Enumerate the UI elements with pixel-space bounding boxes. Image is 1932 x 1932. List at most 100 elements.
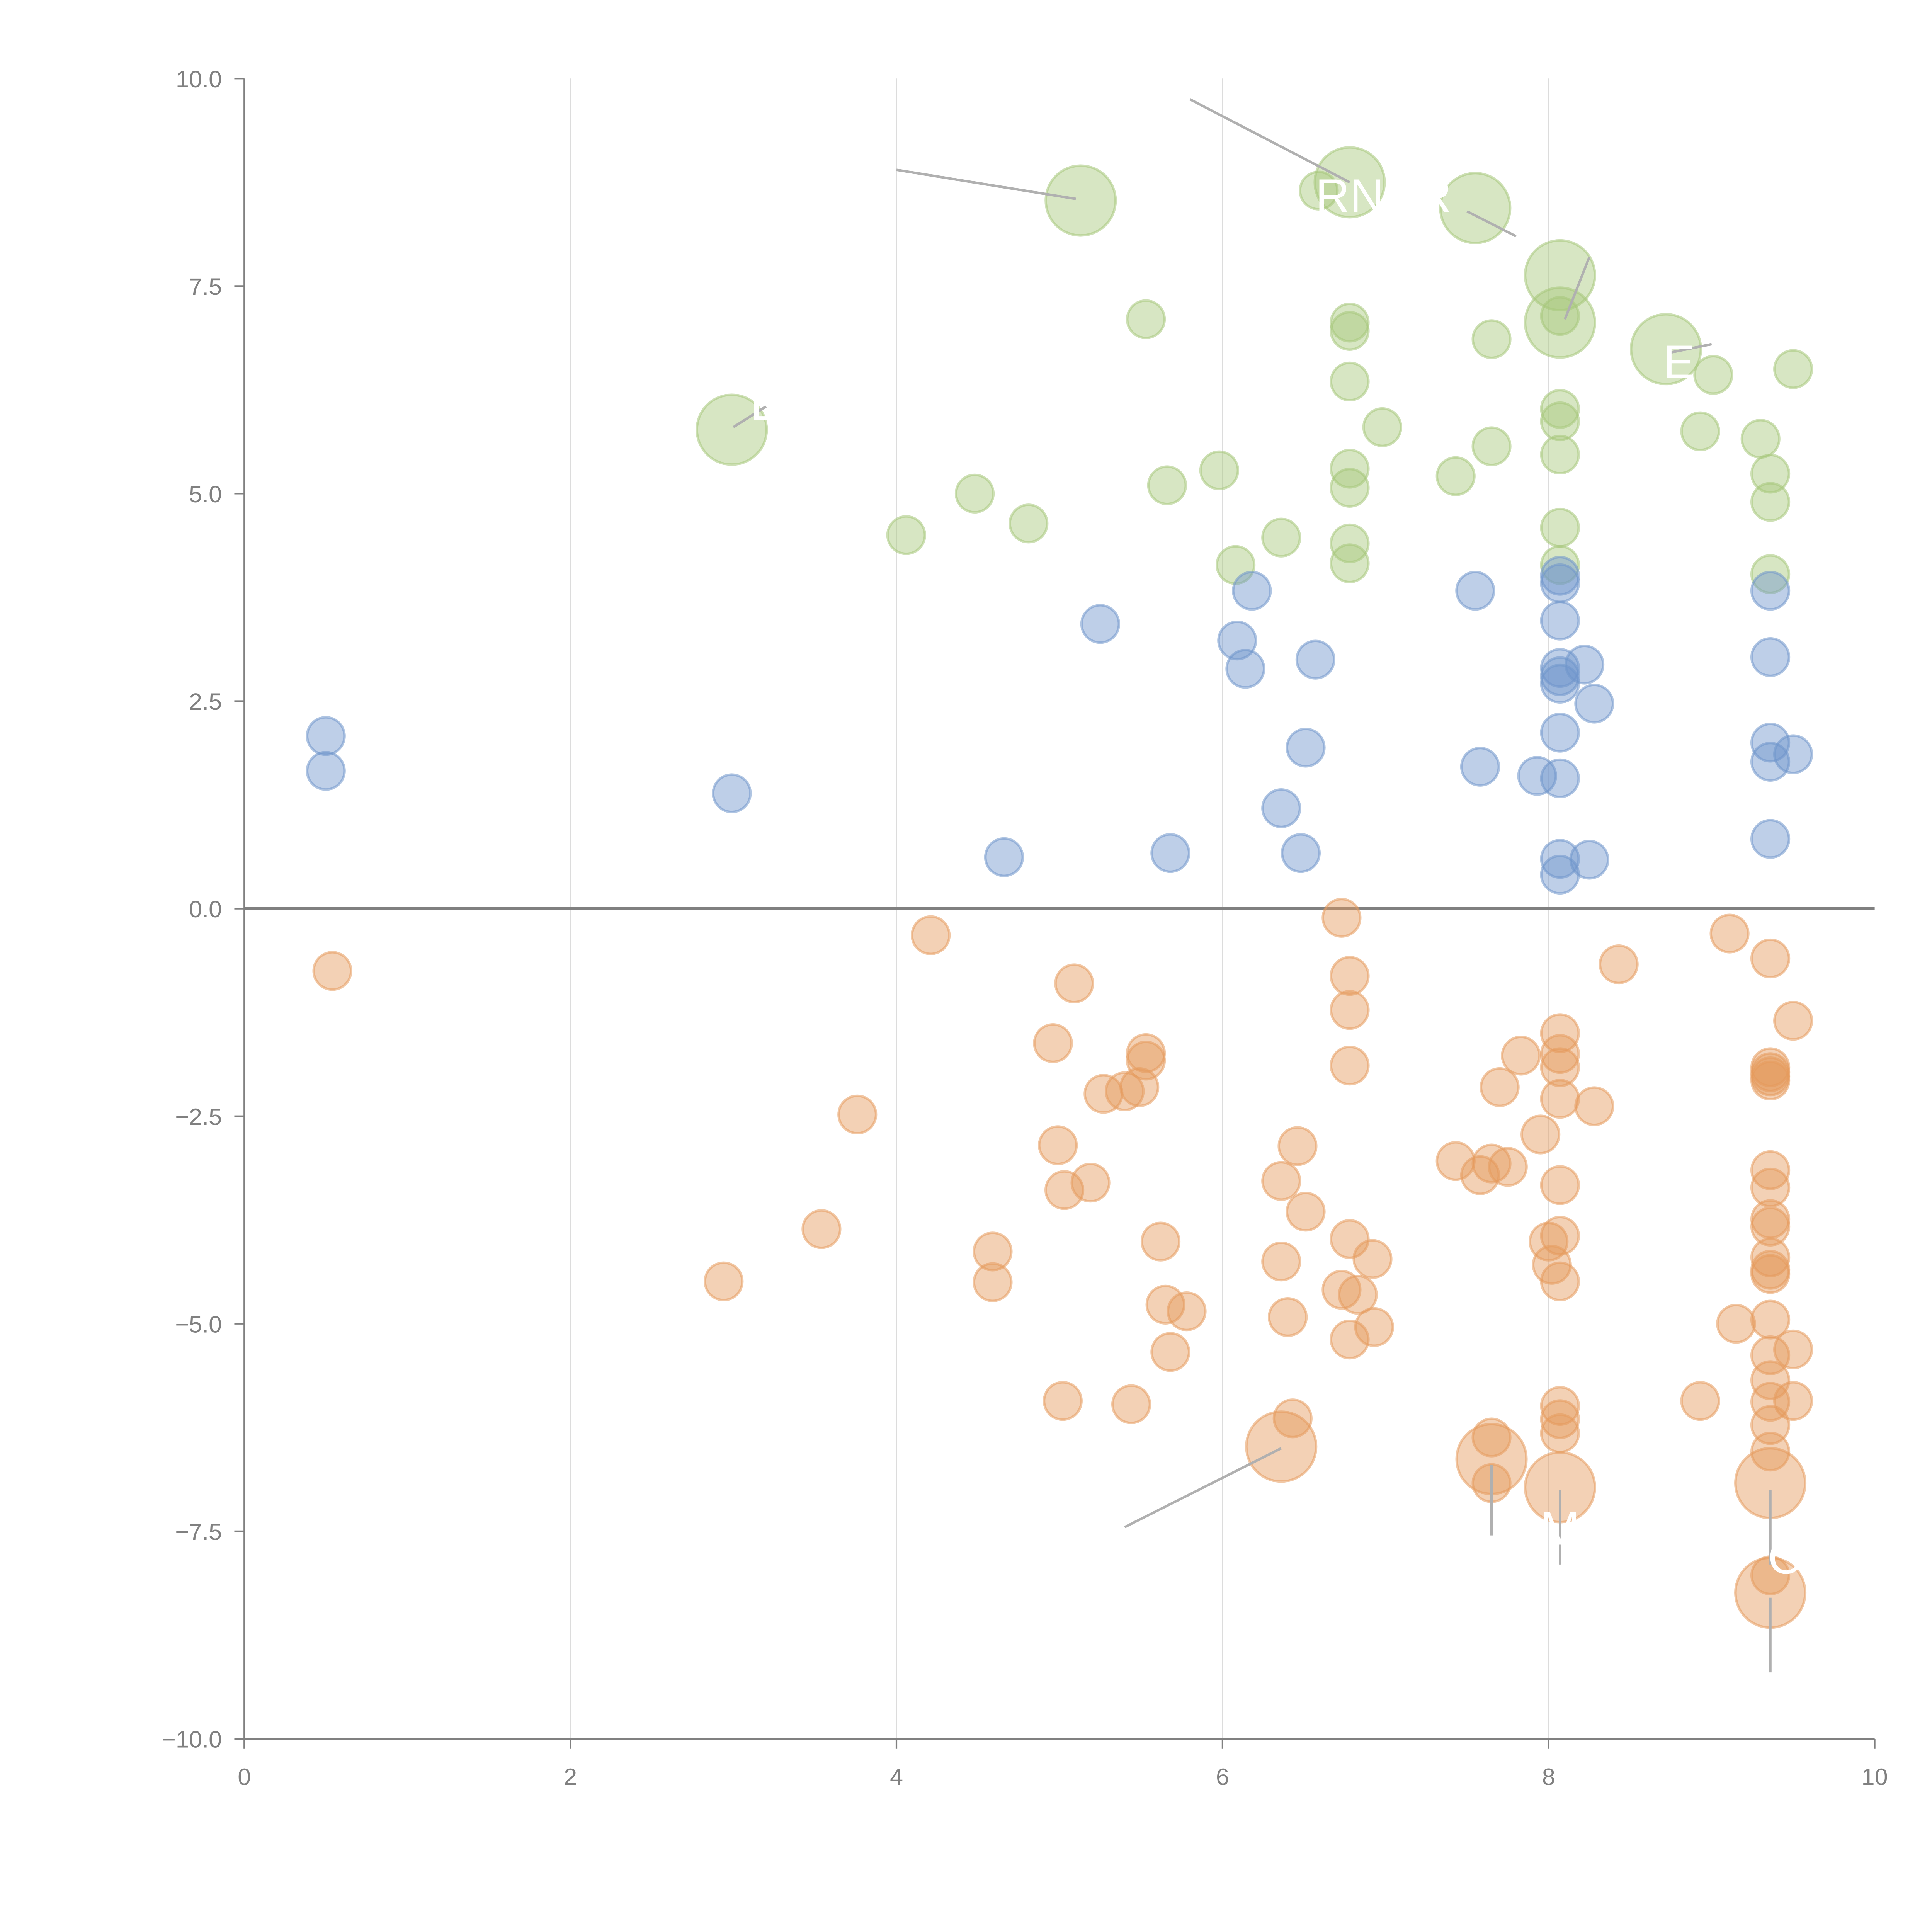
annotation-leader-line [1124, 1447, 1282, 1529]
annotation-leader-line [733, 405, 767, 429]
point-orange [1245, 1410, 1318, 1483]
point-blue [1564, 645, 1605, 685]
point-blue [1569, 840, 1609, 880]
point-blue [1540, 600, 1580, 641]
point-orange [1540, 1261, 1580, 1301]
point-green [1299, 170, 1339, 211]
point-blue [1150, 833, 1190, 873]
point-green [1750, 454, 1791, 494]
point-blue [1750, 742, 1791, 782]
x-tick-label: 10 [1862, 1764, 1888, 1790]
x-tick-label: 0 [238, 1764, 251, 1790]
point-orange [1044, 1170, 1085, 1210]
point-green [1693, 355, 1733, 395]
point-orange [1750, 1254, 1791, 1294]
annotation-leader-line [1189, 98, 1350, 184]
point-blue [1540, 563, 1580, 604]
axes [234, 78, 1876, 1749]
point-green [1330, 468, 1370, 508]
point-green [1740, 419, 1781, 459]
point-orange [1750, 1060, 1791, 1100]
point-blue [306, 751, 346, 791]
point-orange [1330, 1046, 1370, 1086]
point-green [1540, 507, 1580, 548]
point-orange [1435, 1141, 1476, 1181]
point-green [1126, 299, 1166, 339]
point-green [1540, 389, 1580, 429]
point-green [1199, 450, 1240, 490]
point-orange [1750, 1206, 1791, 1247]
point-orange [1680, 1381, 1720, 1421]
point-orange [1750, 1237, 1791, 1277]
point-orange [1540, 1013, 1580, 1053]
point-green [1330, 543, 1370, 583]
point-orange [1599, 944, 1639, 985]
y-tick-label: 5.0 [189, 481, 222, 507]
annotation-label: E [750, 377, 782, 430]
annotation-label: M [1540, 1502, 1580, 1554]
point-green [1680, 411, 1720, 451]
point-orange [1126, 1041, 1166, 1081]
point-green [1750, 482, 1791, 522]
point-orange [1167, 1291, 1207, 1332]
point-orange [1471, 1143, 1512, 1184]
point-orange [973, 1262, 1013, 1302]
point-orange [910, 915, 951, 955]
point-green [1330, 361, 1370, 401]
point-orange [1773, 1329, 1813, 1370]
y-tick-label: 2.5 [189, 689, 222, 715]
annotations: RN R E E M C [733, 98, 1802, 1673]
annotation-leader-line [1563, 256, 1591, 320]
y-tick-label: 0.0 [189, 896, 222, 922]
point-blue [1773, 734, 1813, 774]
point-orange [1321, 1270, 1362, 1310]
point-blue [1455, 571, 1495, 611]
point-green [1330, 303, 1370, 343]
point-blue [1460, 747, 1500, 787]
point-orange [1501, 1036, 1541, 1076]
y-tick-label: −10.0 [162, 1726, 222, 1753]
point-orange [1750, 1150, 1791, 1190]
point-orange [1033, 1023, 1073, 1063]
point-orange [1352, 1239, 1393, 1279]
point-orange [1330, 1219, 1370, 1259]
point-orange [1750, 1299, 1791, 1340]
x-tick-label: 6 [1216, 1764, 1229, 1790]
point-orange [1750, 1432, 1791, 1472]
y-tick-label: 10.0 [176, 66, 222, 92]
point-blue [306, 716, 346, 756]
point-orange [1574, 1086, 1614, 1126]
data-points [306, 146, 1813, 1629]
point-orange [1150, 1332, 1190, 1372]
point-orange [1070, 1162, 1111, 1203]
point-blue [1225, 649, 1265, 689]
point-orange [1750, 1167, 1791, 1208]
point-blue [1574, 684, 1614, 724]
annotation-label: R [1417, 169, 1452, 222]
point-orange [973, 1231, 1013, 1272]
point-orange [1140, 1221, 1181, 1262]
point-green [696, 393, 768, 466]
point-orange [1709, 913, 1750, 954]
annotation-label: RN [1315, 169, 1384, 222]
point-green [1261, 517, 1301, 558]
point-orange [1750, 1382, 1791, 1422]
point-green [1471, 319, 1512, 359]
point-blue [1750, 571, 1791, 611]
point-orange [1054, 963, 1094, 1003]
point-orange [837, 1094, 878, 1135]
point-orange [1105, 1071, 1145, 1111]
point-orange [1268, 1297, 1308, 1337]
point-orange [1321, 898, 1362, 938]
point-green [1524, 286, 1596, 359]
point-orange [1038, 1125, 1078, 1165]
point-orange [1540, 1413, 1580, 1454]
point-green [1750, 554, 1791, 594]
point-green [1540, 401, 1580, 442]
x-tick-label: 2 [564, 1764, 577, 1790]
point-green [1362, 407, 1402, 447]
point-green [1147, 465, 1187, 505]
point-blue [1540, 713, 1580, 753]
annotation-label: C [1768, 1531, 1802, 1584]
